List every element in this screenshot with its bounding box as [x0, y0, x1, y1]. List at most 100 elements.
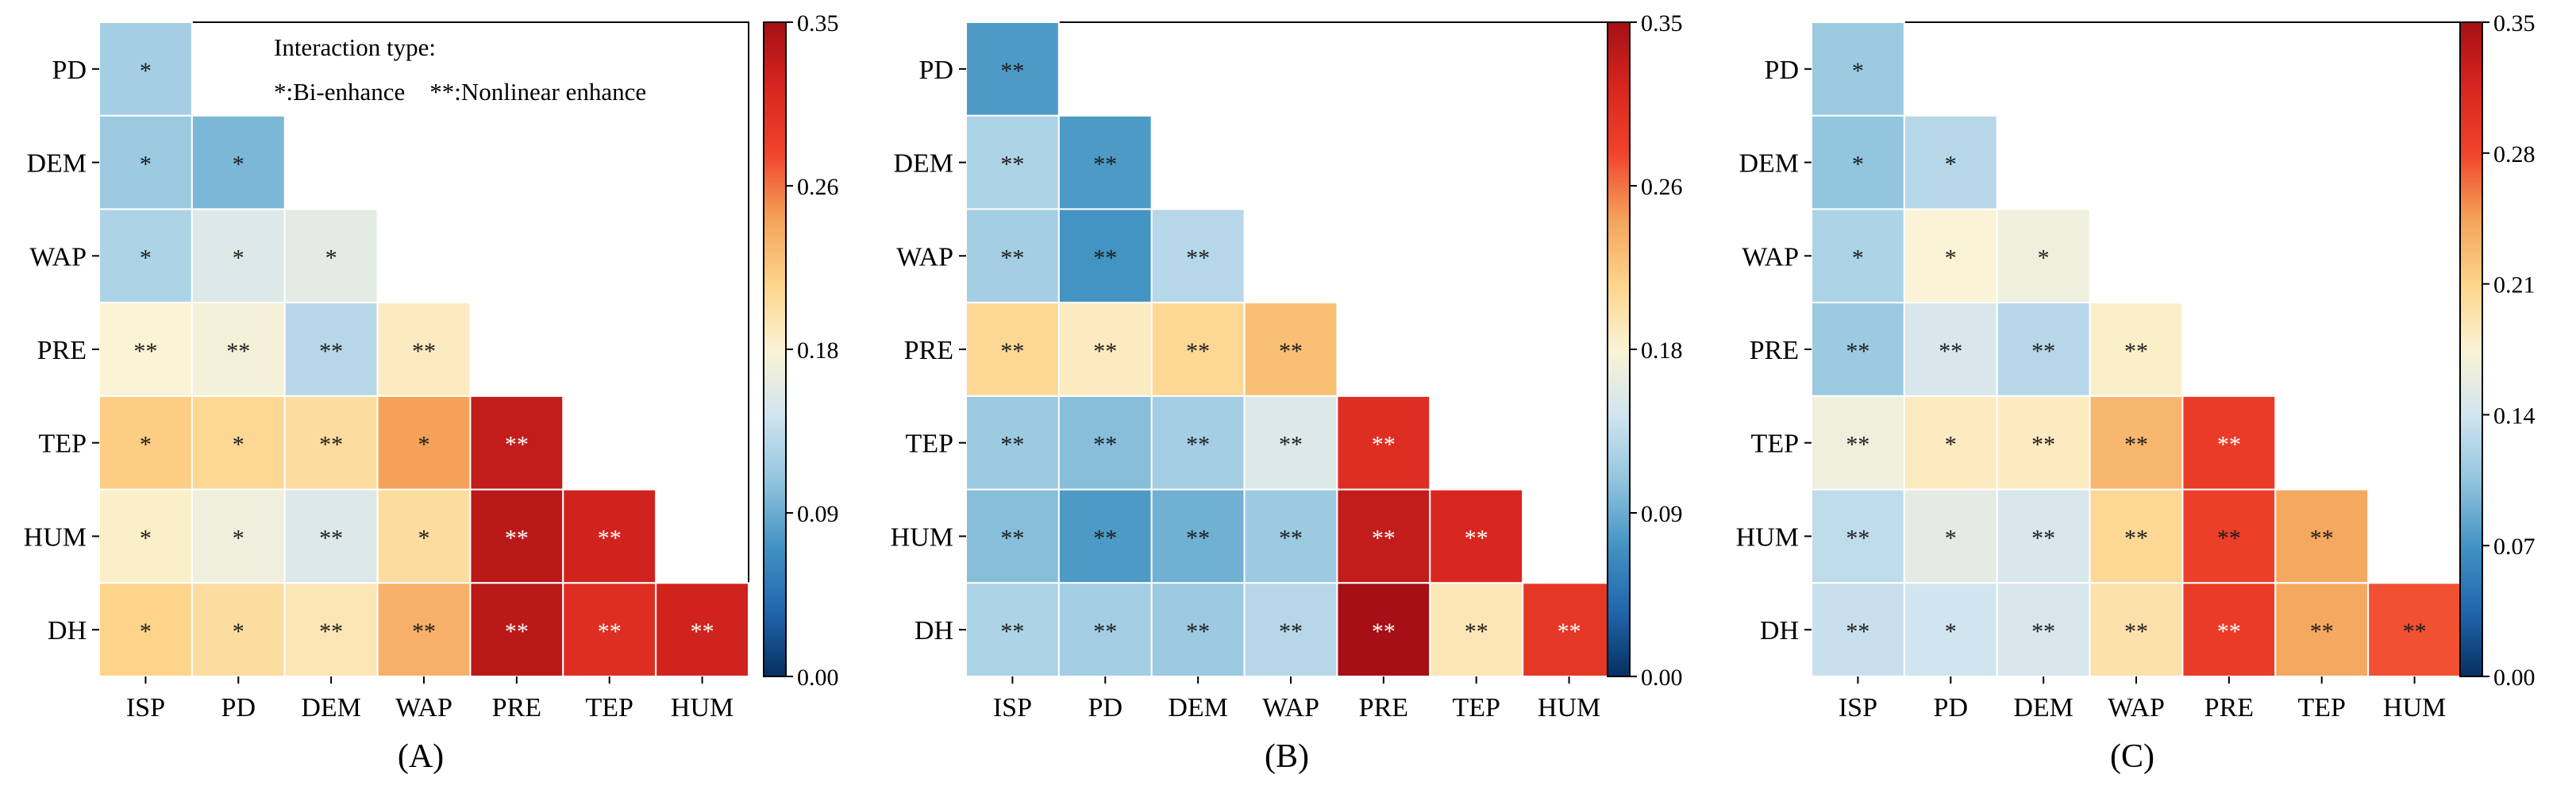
heatmap-cell — [1150, 582, 1246, 677]
cell-mark: ** — [2124, 618, 2148, 645]
colorbar-tick-label: 0.26 — [797, 174, 839, 200]
cell-mark: ** — [1846, 432, 1869, 458]
colorbar-tick-label: 0.07 — [2493, 534, 2536, 560]
cell-mark: ** — [1186, 618, 1210, 645]
cell-mark: ** — [1279, 432, 1303, 458]
heatmap-cell — [1996, 488, 2091, 584]
heatmap-cell — [1243, 302, 1338, 397]
panel-a: ** ** * *** ** ** *** * ** * *** * ** * ** *** * ** ** ** **… — [24, 10, 839, 775]
panel-label: (A) — [398, 738, 444, 775]
cell-mark: ** — [1093, 245, 1117, 271]
x-tick-label: PRE — [492, 693, 541, 722]
cell-mark: ** — [1093, 432, 1117, 458]
colorbar-tick-label: 0.00 — [1641, 665, 1683, 691]
heatmap-cell — [1811, 582, 1905, 677]
heatmap-cell — [1996, 208, 2091, 304]
y-tick-label: TEP — [1751, 430, 1799, 459]
heatmap-cell — [1811, 114, 1905, 210]
x-tick-label: WAP — [2108, 693, 2165, 722]
y-tick-label: PD — [1765, 56, 1799, 85]
cell-mark: ** — [1939, 338, 1962, 364]
cell-mark: ** — [1372, 618, 1396, 645]
cell-mark: ** — [2031, 432, 2055, 458]
heatmap-cell — [1429, 488, 1524, 584]
cell-mark: ** — [1186, 432, 1210, 458]
cell-mark: ** — [2124, 525, 2148, 551]
cell-mark: ** — [1186, 245, 1210, 271]
legend-entries: *:Bi-enhance **:Nonlinear enhance — [274, 78, 646, 106]
heatmap-cell — [1903, 302, 1998, 397]
colorbar-tick-label: 0.18 — [1641, 337, 1683, 364]
cell-mark: ** — [319, 525, 343, 551]
cell-mark: ** — [319, 338, 343, 364]
colorbar-tick-label: 0.18 — [797, 337, 839, 364]
cell-mark: * — [140, 618, 152, 645]
heatmap-cell — [562, 582, 657, 677]
cell-mark: ** — [1465, 525, 1488, 551]
cell-mark: ** — [412, 338, 436, 364]
cell-mark: ** — [1093, 525, 1117, 551]
cell-mark: * — [2038, 245, 2050, 271]
heatmap-cell — [469, 582, 564, 677]
cell-mark: * — [1945, 432, 1957, 458]
cell-mark: ** — [2124, 432, 2148, 458]
y-tick-label: TEP — [39, 430, 87, 459]
cell-mark: * — [140, 58, 152, 84]
x-tick-label: PD — [1088, 693, 1122, 722]
cell-mark: * — [233, 618, 245, 645]
heatmap-cell — [1811, 21, 1905, 117]
colorbar-tick-label: 0.09 — [797, 501, 839, 527]
x-tick-label: WAP — [395, 693, 452, 722]
cell-mark: ** — [226, 338, 250, 364]
cell-mark: ** — [1000, 58, 1024, 84]
heatmap-cell — [98, 395, 193, 491]
x-tick-label: TEP — [1452, 693, 1500, 722]
cell-mark: ** — [598, 525, 622, 551]
cell-mark: ** — [133, 338, 157, 364]
heatmap-cell — [1336, 488, 1431, 584]
cell-mark: ** — [1093, 338, 1117, 364]
cell-mark: ** — [319, 432, 343, 458]
heatmap-cell — [1903, 488, 1998, 584]
colorbar-tick-label: 0.35 — [1641, 10, 1683, 37]
cell-mark: ** — [1000, 432, 1024, 458]
y-tick-label: WAP — [896, 242, 953, 272]
heatmap-cell — [2181, 395, 2277, 491]
colorbar — [2459, 21, 2483, 677]
heatmap-cell — [98, 21, 193, 117]
cell-mark: ** — [1465, 618, 1488, 645]
cell-mark: ** — [2217, 525, 2241, 551]
colorbar-tick-label: 0.26 — [1641, 174, 1683, 200]
heatmap-cell — [191, 208, 286, 304]
x-tick-label: WAP — [1262, 693, 1319, 722]
x-tick-label: HUM — [671, 693, 734, 722]
cell-mark: * — [233, 525, 245, 551]
cell-mark: ** — [2031, 338, 2055, 364]
heatmap-cell — [2274, 488, 2370, 584]
colorbar-tick-label: 0.35 — [2493, 10, 2536, 37]
cell-mark: ** — [1372, 525, 1396, 551]
x-tick-label: ISP — [1839, 693, 1877, 722]
heatmap-cell — [283, 395, 379, 491]
colorbar-tick-label: 0.00 — [2493, 665, 2536, 691]
cell-mark: * — [1945, 618, 1957, 645]
colorbar-tick-label: 0.35 — [797, 10, 839, 37]
cell-mark: ** — [1558, 618, 1581, 645]
cell-mark: ** — [1372, 432, 1396, 458]
cell-mark: * — [1945, 245, 1957, 271]
heatmap-cell — [1150, 208, 1246, 304]
panel-b: ** ** ** ** ** ** ** ** ** ** ** ** ** ** ** ** ** ** ** **… — [891, 10, 1683, 775]
y-tick-label: DEM — [893, 149, 953, 179]
x-tick-label: TEP — [585, 693, 633, 722]
cell-mark: ** — [1186, 525, 1210, 551]
colorbar — [763, 21, 787, 677]
heatmap-cell — [1150, 488, 1246, 584]
cell-mark: ** — [2031, 618, 2055, 645]
cell-mark: * — [140, 432, 152, 458]
heatmap-cell — [1811, 395, 1905, 491]
heatmap-cell — [191, 488, 286, 584]
cell-mark: ** — [412, 618, 436, 645]
colorbar-tick-label: 0.28 — [2493, 141, 2536, 168]
cell-mark: ** — [1000, 245, 1024, 271]
